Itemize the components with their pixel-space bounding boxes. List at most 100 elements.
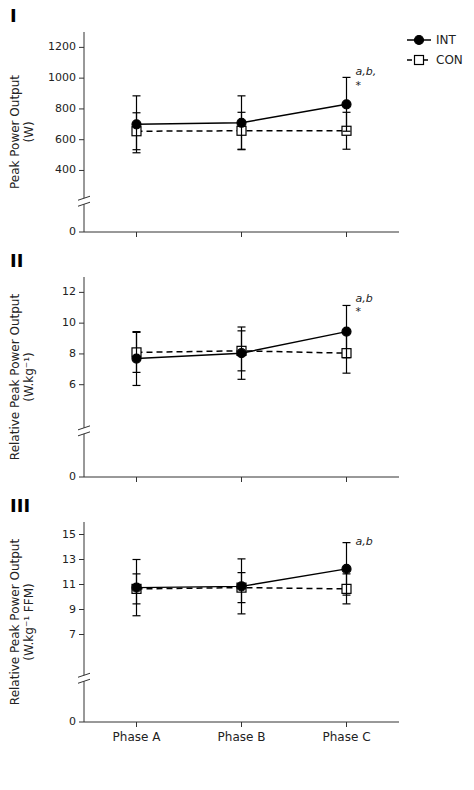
y-tick xyxy=(79,634,84,635)
error-bar-cap xyxy=(343,357,351,358)
axis-break xyxy=(78,426,90,430)
y-axis-label-line: (W.kg⁻¹ FFM) xyxy=(22,583,36,660)
y-tick xyxy=(79,323,84,324)
error-bar-cap xyxy=(133,559,141,560)
y-tick xyxy=(79,232,84,233)
y-axis-label-line: Peak Power Output xyxy=(8,75,22,189)
error-bar xyxy=(133,560,141,616)
error-bar-cap xyxy=(343,77,351,78)
panel: II0681012Relative Peak Power Output(W.kg… xyxy=(8,250,399,483)
panel: I040060080010001200Peak Power Output(W)a… xyxy=(8,5,463,238)
y-axis xyxy=(84,277,85,477)
x-tick xyxy=(136,232,137,237)
background xyxy=(0,0,474,790)
series xyxy=(132,77,351,152)
plot-area xyxy=(132,543,351,616)
series xyxy=(132,305,351,385)
y-tick-label: 800 xyxy=(55,102,76,115)
y-tick xyxy=(79,108,84,109)
error-bar-cap xyxy=(343,595,351,596)
error-bar-cap xyxy=(238,379,246,380)
y-tick-label: 15 xyxy=(62,528,76,541)
error-bar-cap xyxy=(238,613,246,614)
y-tick xyxy=(79,722,84,723)
y-tick xyxy=(79,292,84,293)
x-tick xyxy=(136,477,137,482)
y-tick-label: 6 xyxy=(69,378,76,391)
error-bar-cap xyxy=(343,542,351,543)
axis-break xyxy=(78,196,90,200)
error-bar xyxy=(343,305,351,357)
y-tick xyxy=(79,384,84,385)
data-point xyxy=(342,100,351,109)
x-tick xyxy=(241,722,242,727)
error-bar-cap xyxy=(343,603,351,604)
error-bar xyxy=(133,332,141,386)
panel-label: I xyxy=(10,5,17,26)
error-bar-cap xyxy=(133,615,141,616)
x-tick-label: Phase C xyxy=(322,730,370,744)
data-point xyxy=(342,564,351,573)
error-bar-cap xyxy=(238,558,246,559)
y-tick-label: 0 xyxy=(69,225,76,238)
plot-area xyxy=(132,305,351,385)
error-bar-cap xyxy=(133,331,141,332)
x-tick xyxy=(346,722,347,727)
error-bar-cap xyxy=(133,385,141,386)
x-tick xyxy=(136,722,137,727)
data-point xyxy=(237,349,246,358)
error-bar-cap xyxy=(343,131,351,132)
y-axis-label-line: (W.kg⁻¹) xyxy=(22,352,36,401)
y-tick-label: 400 xyxy=(55,163,76,176)
y-tick xyxy=(79,534,84,535)
y-tick xyxy=(79,559,84,560)
y-tick-label: 8 xyxy=(69,347,76,360)
x-tick xyxy=(346,477,347,482)
annotation: a,b,* xyxy=(356,65,377,91)
y-tick-label: 7 xyxy=(69,628,76,641)
y-tick-label: 0 xyxy=(69,715,76,728)
series xyxy=(132,543,351,616)
error-bar-cap xyxy=(343,305,351,306)
y-tick xyxy=(79,78,84,79)
annotation-line: a,b, xyxy=(356,65,377,78)
error-bar xyxy=(238,327,246,379)
figure: I040060080010001200Peak Power Output(W)a… xyxy=(0,0,474,790)
data-point xyxy=(132,120,141,129)
y-tick xyxy=(79,139,84,140)
error-bar-cap xyxy=(133,152,141,153)
y-tick xyxy=(79,609,84,610)
legend: INTCON xyxy=(407,33,463,67)
panel-label: II xyxy=(10,250,23,271)
legend-marker xyxy=(415,36,424,45)
y-tick xyxy=(79,170,84,171)
y-axis-label-line: Relative Peak Power Output xyxy=(8,539,22,706)
annotation-line: * xyxy=(356,305,362,318)
axis-break xyxy=(78,679,90,683)
legend-marker xyxy=(415,56,424,65)
data-point xyxy=(342,327,351,336)
plot-area xyxy=(132,77,351,152)
y-tick-label: 9 xyxy=(69,603,76,616)
error-bar-cap xyxy=(133,95,141,96)
annotation-line: a,b xyxy=(356,535,373,548)
annotation-line: a,b xyxy=(356,292,373,305)
panel-label: III xyxy=(10,495,30,516)
error-bar xyxy=(343,543,351,596)
error-bar-cap xyxy=(238,149,246,150)
y-tick xyxy=(79,584,84,585)
x-tick xyxy=(241,232,242,237)
y-tick-label: 12 xyxy=(62,285,76,298)
y-tick-label: 11 xyxy=(62,578,76,591)
y-tick-label: 0 xyxy=(69,470,76,483)
y-axis-label: Relative Peak Power Output(W.kg⁻¹ FFM) xyxy=(8,539,36,706)
data-point xyxy=(132,583,141,592)
legend-label: CON xyxy=(436,53,463,67)
annotation: a,b* xyxy=(356,292,373,318)
y-axis-label: Peak Power Output(W) xyxy=(8,75,36,189)
error-bar xyxy=(343,77,351,131)
data-point xyxy=(237,582,246,591)
error-bar xyxy=(238,96,246,150)
data-point xyxy=(237,118,246,127)
error-bar xyxy=(133,96,141,153)
